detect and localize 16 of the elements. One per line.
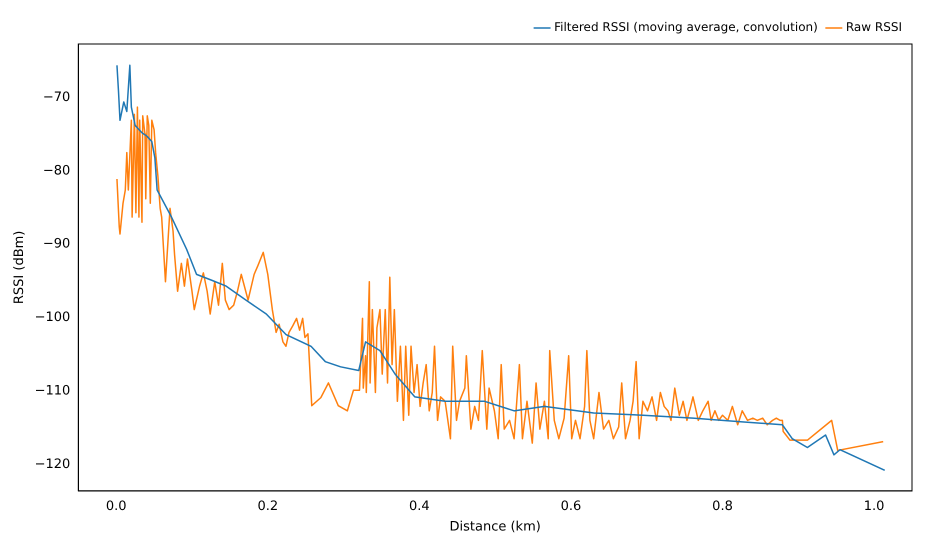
y-tick-label: −90 bbox=[42, 236, 70, 252]
y-tick-label: −100 bbox=[34, 310, 70, 326]
legend-label: Filtered RSSI (moving average, convolution) bbox=[554, 20, 818, 34]
y-tick-label: −120 bbox=[34, 456, 70, 472]
y-tick-label: −70 bbox=[42, 90, 70, 105]
x-tick-label: 0.2 bbox=[257, 498, 278, 514]
y-tick-label: −110 bbox=[34, 383, 70, 398]
x-tick-label: 0.4 bbox=[409, 498, 430, 514]
y-axis-title: RSSI (dBm) bbox=[12, 230, 28, 304]
x-tick-label: 0.6 bbox=[560, 498, 582, 514]
x-tick-label: 0.8 bbox=[712, 498, 733, 514]
x-tick-label: 0.0 bbox=[106, 498, 127, 514]
y-tick-label: −80 bbox=[42, 163, 70, 178]
x-tick-label: 1.0 bbox=[864, 498, 884, 514]
x-axis-title: Distance (km) bbox=[449, 520, 541, 535]
legend-label: Raw RSSI bbox=[846, 20, 902, 34]
